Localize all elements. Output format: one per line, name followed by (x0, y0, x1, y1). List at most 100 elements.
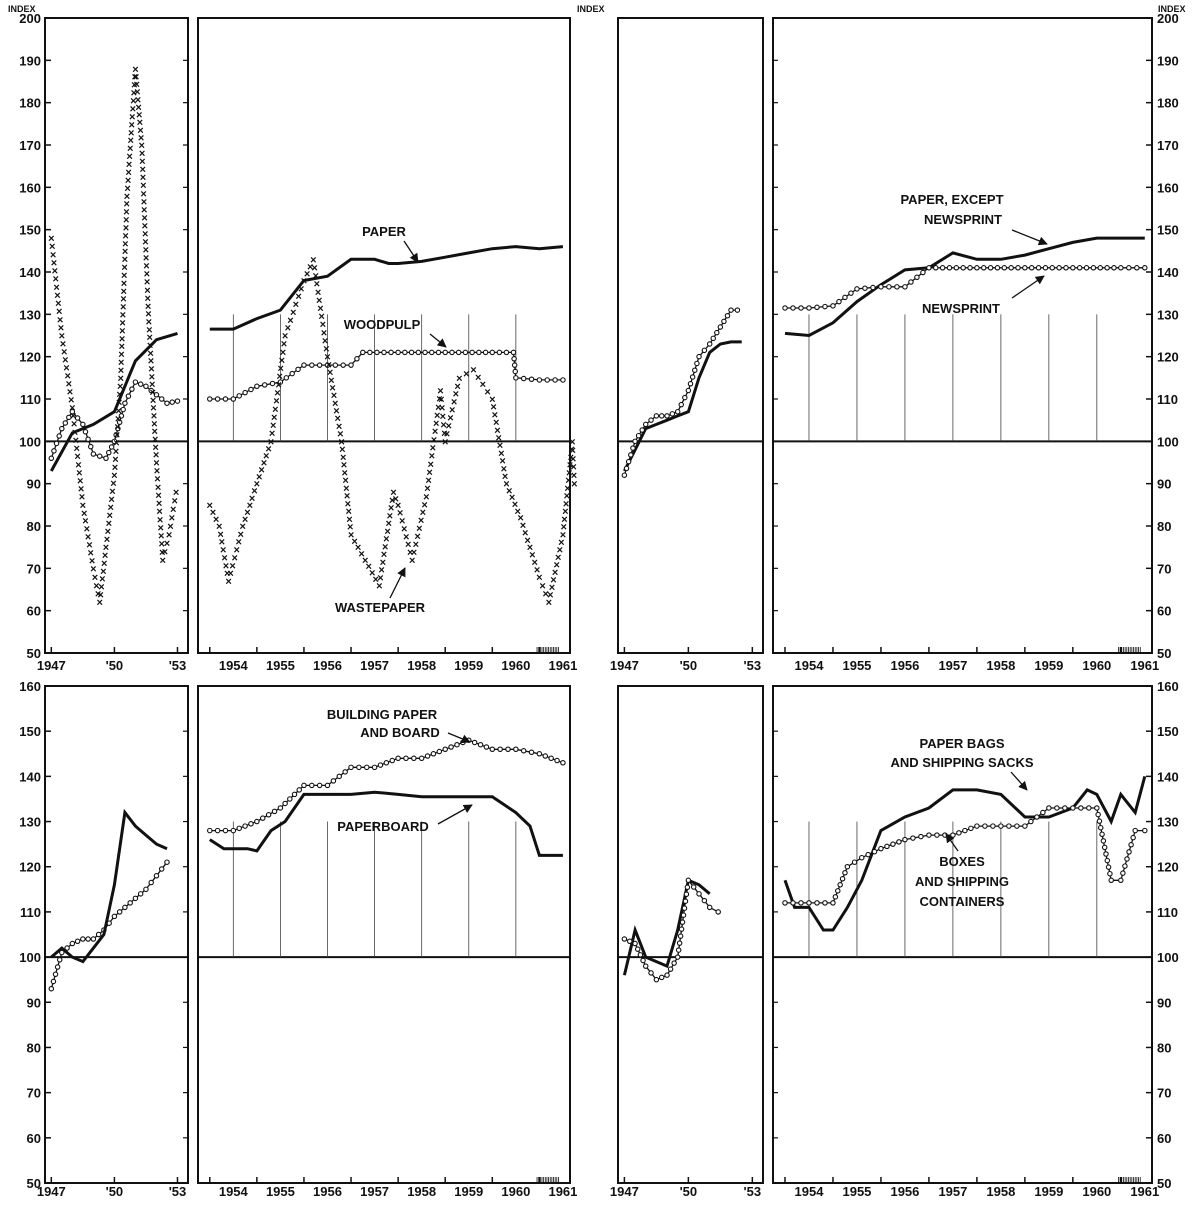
x-tick-label: 1958 (407, 658, 436, 673)
data-point: × (285, 323, 291, 335)
data-point: × (499, 456, 505, 468)
x-tick-label: 1959 (454, 1184, 483, 1199)
data-point: × (463, 369, 469, 381)
data-point (871, 848, 878, 855)
data-point: × (118, 357, 124, 369)
data-point (685, 387, 692, 394)
data-point: × (137, 125, 143, 137)
data-point (544, 377, 550, 383)
data-point: × (517, 513, 523, 525)
data-point (552, 377, 558, 383)
data-point: × (132, 64, 138, 76)
x-tick-label: 1961 (548, 658, 577, 673)
data-point (554, 757, 560, 764)
data-point (449, 349, 455, 356)
data-point: × (346, 514, 352, 526)
data-point (277, 379, 284, 385)
data-point: × (122, 230, 128, 242)
x-tick-label: '50 (106, 658, 124, 673)
data-point (395, 755, 401, 762)
data-point (158, 866, 165, 872)
data-point (1120, 870, 1126, 876)
y-tick-label: 150 (19, 724, 41, 739)
y-tick-label: 190 (19, 53, 41, 68)
data-point: × (79, 492, 85, 504)
data-point (842, 870, 848, 876)
data-point (289, 370, 295, 377)
annotation-label: WASTEPAPER (335, 600, 426, 615)
data-point: × (317, 303, 323, 315)
data-point: × (149, 371, 155, 383)
data-point: × (377, 573, 383, 585)
data-point: × (77, 475, 83, 487)
data-point: × (127, 135, 133, 147)
data-point: × (437, 386, 443, 398)
data-point: × (290, 307, 296, 319)
y-tick-label: 200 (19, 11, 41, 26)
data-point (814, 900, 820, 906)
data-point: × (369, 568, 375, 580)
data-point: × (144, 269, 150, 281)
data-point (908, 279, 914, 285)
data-point (625, 458, 632, 465)
data-point (476, 349, 482, 356)
y-tick-label: 130 (1157, 307, 1179, 322)
data-point: × (275, 379, 281, 391)
x-tick-label: 1959 (454, 658, 483, 673)
data-point (348, 362, 354, 368)
data-point: × (131, 88, 137, 100)
x-tick-label: '53 (169, 658, 187, 673)
data-point (926, 832, 932, 838)
data-point: × (347, 522, 353, 534)
data-point (482, 349, 489, 356)
data-point: × (92, 572, 98, 584)
data-point (269, 380, 276, 387)
data-point: × (148, 364, 154, 376)
data-point (520, 375, 527, 382)
data-point: × (121, 278, 127, 290)
data-point: × (143, 245, 149, 257)
data-point (1022, 265, 1028, 271)
data-point (85, 436, 91, 442)
x-tick-label: 1961 (1130, 1184, 1159, 1199)
data-point (998, 823, 1004, 829)
panel-bottom-right: 50 60 70 80 90 100 110 120 130 140 150 160 1947 '50 '5… (610, 679, 1179, 1199)
data-point: × (539, 580, 545, 592)
data-point (90, 936, 97, 942)
data-point (158, 396, 165, 402)
y-tick-label: 60 (1157, 1131, 1171, 1146)
data-point: × (107, 502, 113, 514)
y-tick-label: 190 (1157, 53, 1179, 68)
data-point (715, 909, 721, 915)
y-axis-title: INDEX (8, 4, 36, 14)
y-tick-label: 160 (19, 679, 41, 694)
data-point: × (74, 451, 80, 463)
data-point (790, 305, 796, 311)
data-point (513, 746, 519, 753)
data-point (1028, 818, 1034, 825)
x-tick-label: 1959 (1034, 1184, 1063, 1199)
data-point (1006, 823, 1012, 829)
x-tick-label: 1957 (360, 1184, 389, 1199)
y-tick-label: 80 (1157, 519, 1171, 534)
data-point: × (119, 317, 125, 329)
data-point: × (147, 340, 153, 352)
data-point: × (147, 348, 153, 360)
data-point: × (66, 378, 72, 390)
data-point (336, 773, 343, 780)
series-line (784, 236, 1145, 338)
data-point (287, 796, 293, 802)
y-tick-label: 80 (1157, 1040, 1171, 1055)
data-point (82, 429, 89, 435)
data-point: × (227, 568, 233, 580)
data-point (918, 833, 924, 840)
data-point: × (130, 96, 136, 108)
data-point: × (362, 555, 368, 567)
data-point: × (121, 270, 127, 282)
data-point: × (265, 443, 271, 455)
x-tick-label: 1956 (313, 1184, 342, 1199)
data-point (1095, 811, 1101, 818)
data-point (632, 438, 638, 445)
data-point: × (128, 127, 134, 139)
data-point: × (133, 71, 139, 83)
